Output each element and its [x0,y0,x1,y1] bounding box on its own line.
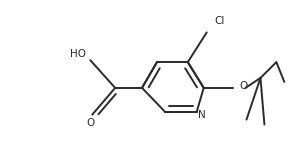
Text: HO: HO [70,49,86,59]
Text: O: O [240,81,248,91]
Text: Cl: Cl [215,15,225,26]
Text: N: N [198,110,206,120]
Text: O: O [86,118,94,128]
